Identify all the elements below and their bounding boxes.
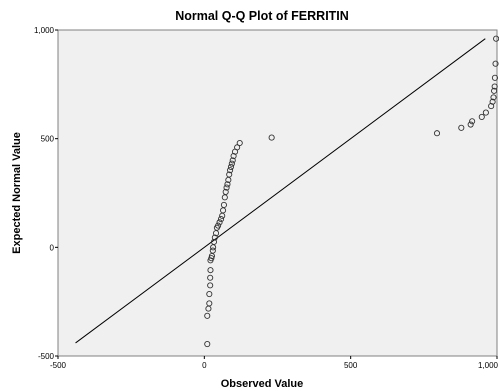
data-points xyxy=(204,35,499,348)
data-point xyxy=(209,247,216,254)
data-point xyxy=(491,87,498,94)
data-point xyxy=(491,74,499,81)
data-point xyxy=(217,216,225,223)
y-axis-label: Expected Normal Value xyxy=(11,132,23,254)
data-point xyxy=(220,201,227,209)
reference-line xyxy=(75,38,486,344)
x-tick-label: -500 xyxy=(50,361,67,370)
data-point xyxy=(227,167,234,174)
data-point xyxy=(211,234,218,241)
y-tick-label: 0 xyxy=(50,243,55,252)
data-point xyxy=(204,340,211,348)
data-point xyxy=(268,134,275,141)
data-point xyxy=(491,83,498,90)
data-point xyxy=(469,118,476,125)
data-point xyxy=(226,171,233,178)
data-point xyxy=(210,238,218,245)
data-point xyxy=(227,163,235,170)
data-point xyxy=(207,274,214,281)
data-point xyxy=(207,282,214,289)
data-point xyxy=(236,139,243,147)
x-tick-label: 500 xyxy=(344,361,358,370)
x-axis-label: Observed Value xyxy=(221,378,304,390)
chart-title: Normal Q-Q Plot of FERRITIN xyxy=(175,9,349,23)
data-point xyxy=(228,160,235,167)
x-tick-label: 1,000 xyxy=(478,361,499,370)
data-point xyxy=(216,219,223,226)
x-tick-label: 0 xyxy=(202,361,207,370)
y-tick-label: 500 xyxy=(41,135,55,144)
data-point xyxy=(478,113,485,120)
data-point xyxy=(489,98,496,105)
data-point xyxy=(467,121,474,128)
data-point xyxy=(223,184,230,191)
data-point xyxy=(433,130,441,137)
x-axis: -500 0 500 1,000 xyxy=(50,356,499,370)
data-point xyxy=(234,144,241,151)
data-point xyxy=(206,300,213,307)
data-point xyxy=(224,181,231,188)
data-point xyxy=(458,124,465,131)
data-point xyxy=(490,94,497,101)
data-point xyxy=(229,157,236,164)
data-point xyxy=(482,109,489,116)
data-point xyxy=(222,188,229,195)
y-axis: -500 0 500 1,000 xyxy=(34,26,58,361)
data-point xyxy=(492,60,499,67)
data-point xyxy=(207,267,214,274)
y-tick-label: -500 xyxy=(38,352,55,361)
data-point xyxy=(204,312,211,319)
data-point xyxy=(206,291,213,298)
y-tick-label: 1,000 xyxy=(34,26,55,35)
data-point xyxy=(215,222,222,229)
